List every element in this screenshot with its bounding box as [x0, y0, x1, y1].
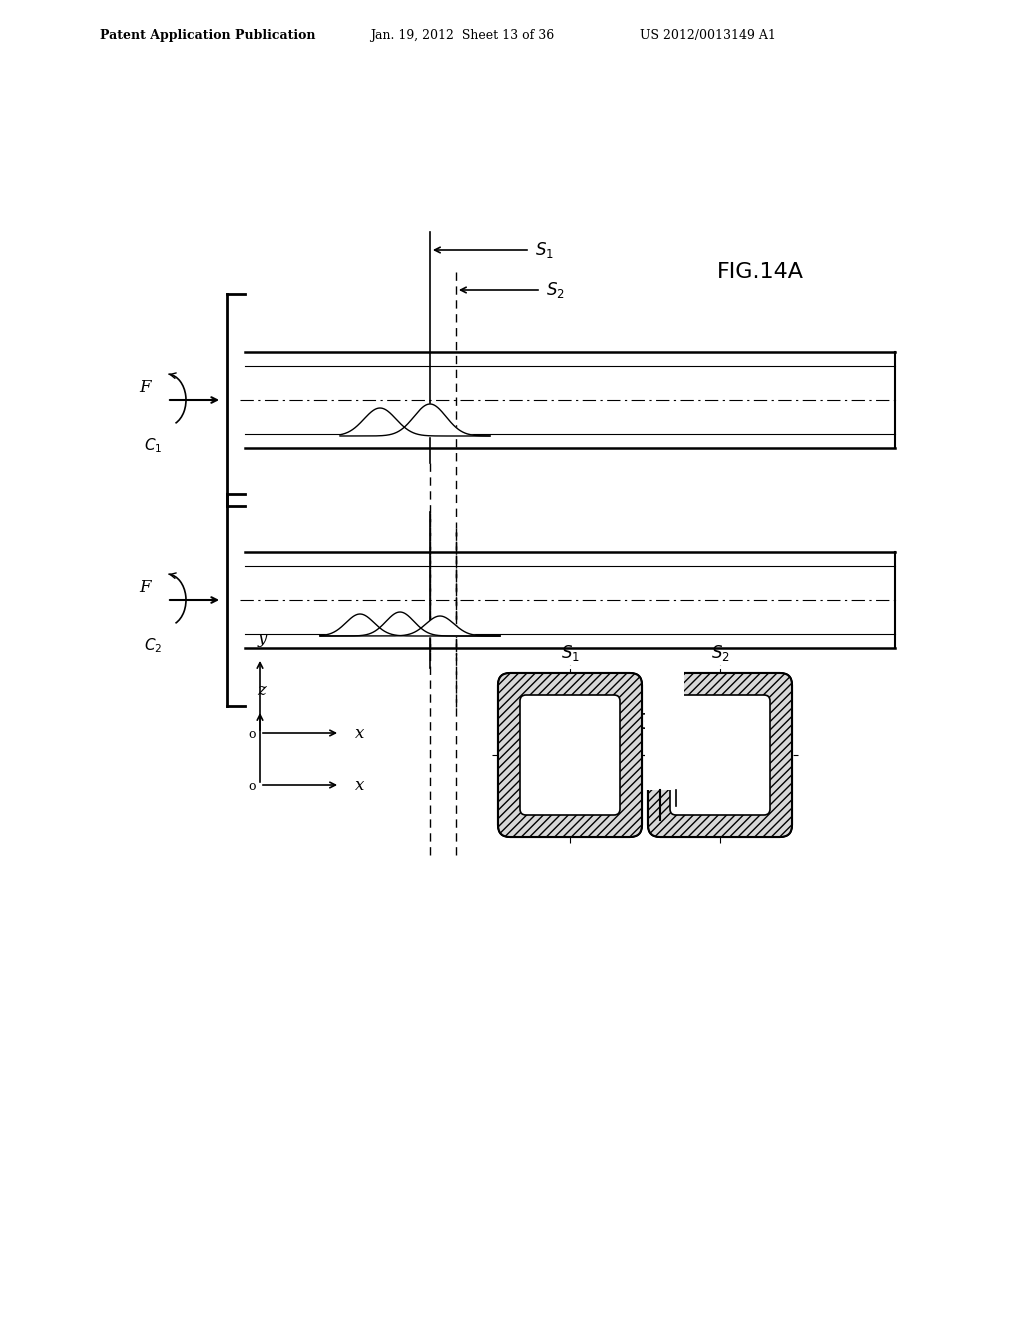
FancyBboxPatch shape [670, 696, 770, 814]
FancyBboxPatch shape [498, 673, 642, 837]
Text: FIG.14B: FIG.14B [616, 713, 703, 733]
Text: F: F [139, 579, 151, 597]
Text: x: x [355, 776, 365, 793]
Text: $C_1$: $C_1$ [143, 437, 162, 455]
Polygon shape [645, 669, 684, 789]
FancyBboxPatch shape [498, 673, 642, 837]
FancyBboxPatch shape [648, 673, 792, 837]
Text: $S_1$: $S_1$ [535, 240, 554, 260]
Text: FIG.14A: FIG.14A [717, 261, 804, 282]
Text: US 2012/0013149 A1: US 2012/0013149 A1 [640, 29, 776, 41]
Text: $S_2$: $S_2$ [546, 280, 565, 300]
Text: Patent Application Publication: Patent Application Publication [100, 29, 315, 41]
Text: $S_2$: $S_2$ [711, 643, 729, 663]
Text: x: x [355, 725, 365, 742]
Text: F: F [139, 380, 151, 396]
Polygon shape [658, 669, 678, 789]
Text: z: z [258, 682, 266, 700]
Text: o: o [248, 729, 256, 741]
Text: o: o [248, 780, 256, 793]
FancyBboxPatch shape [648, 673, 792, 837]
Text: Jan. 19, 2012  Sheet 13 of 36: Jan. 19, 2012 Sheet 13 of 36 [370, 29, 554, 41]
Text: $S_1$: $S_1$ [560, 643, 580, 663]
Text: $C_2$: $C_2$ [143, 636, 162, 655]
FancyBboxPatch shape [520, 696, 620, 814]
Text: y: y [257, 630, 266, 647]
